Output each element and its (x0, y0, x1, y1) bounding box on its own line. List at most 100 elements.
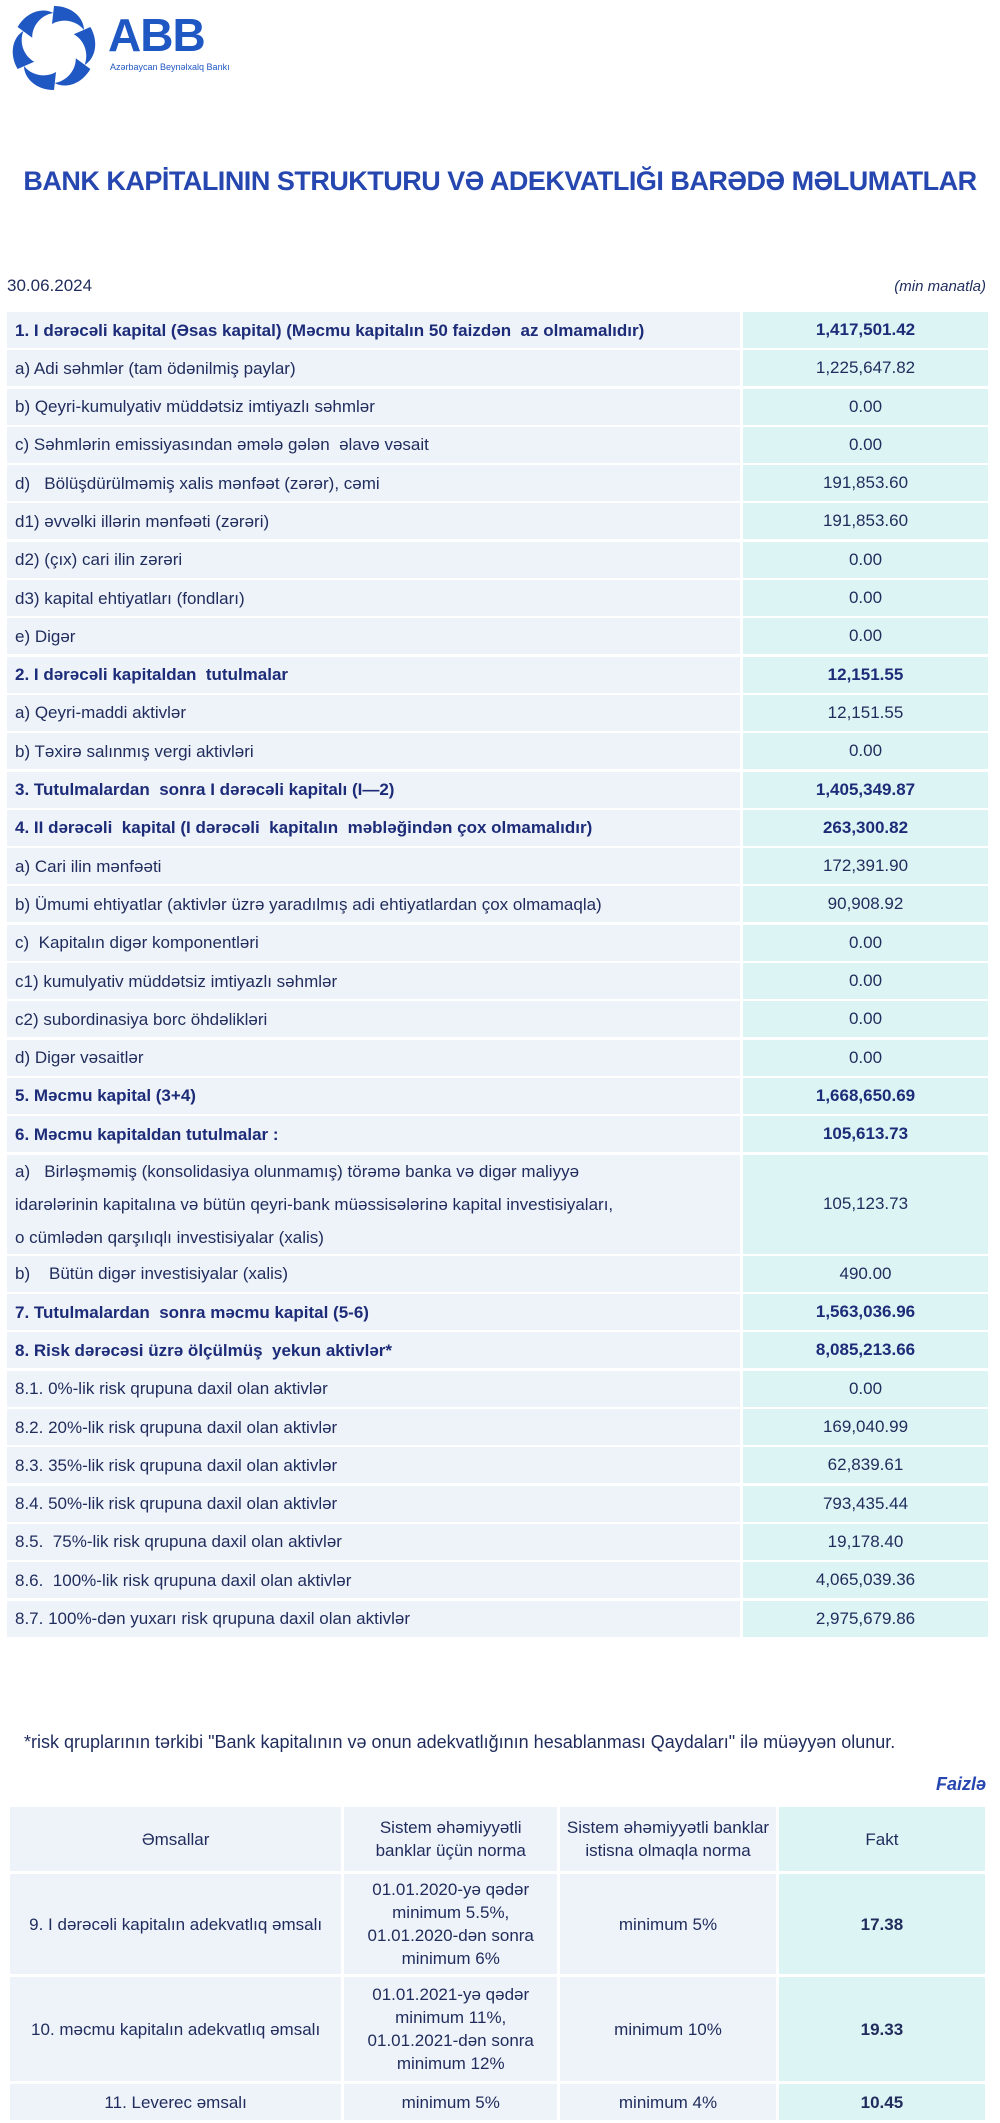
table-row: c2) subordinasiya borc öhdəlikləri 0.00 (7, 1001, 988, 1038)
table-row: 6. Məcmu kapitaldan tutulmalar : 105,613.… (7, 1116, 988, 1153)
table-row: 5. Məcmu kapital (3+4) 1,668,650.69 (7, 1077, 988, 1114)
table-row: d2) (çıx) cari ilin zərəri 0.00 (7, 541, 988, 578)
table-row: b) Təxirə salınmış vergi aktivləri 0.00 (7, 733, 988, 770)
table-row: c) Kapitalın digər komponentləri 0.00 (7, 924, 988, 961)
row-label: 8.1. 0%-lik risk qrupuna daxil olan akti… (7, 1370, 740, 1407)
label-line: 4. II dərəcəli kapital (I dərəcəli kapit… (15, 818, 593, 838)
row-value: 90,908.92 (743, 886, 988, 923)
row-value: 490.00 (743, 1255, 988, 1292)
label-line: 2. I dərəcəli kapitaldan tutulmalar (15, 665, 289, 685)
capital-table: 1. I dərəcəli kapital (Əsas kapital) (Mə… (7, 312, 988, 1639)
table-row: 8.6. 100%-lik risk qrupuna daxil olan ak… (7, 1562, 988, 1599)
table-row: c1) kumulyativ müddətsiz imtiyazlı səhml… (7, 963, 988, 1000)
ratio-unit: Faizlə (935, 1774, 986, 1794)
footnote: *risk qruplarının tərkibi "Bank kapitalı… (24, 1732, 896, 1752)
table-row: d) Digər vəsaitlər 0.00 (7, 1039, 988, 1076)
row-value: 263,300.82 (743, 809, 988, 846)
row-value: 105,123.73 (743, 1154, 988, 1254)
row-label: a) Birləşməmiş (konsolidasiya olunmamış)… (7, 1154, 740, 1254)
date: 30.06.2024 (7, 276, 93, 295)
cell-line: 19.33 (860, 2019, 904, 2039)
row-value: 0.00 (743, 541, 988, 578)
row-label: 6. Məcmu kapitaldan tutulmalar : (7, 1116, 740, 1153)
row-label: 4. II dərəcəli kapital (I dərəcəli kapit… (7, 809, 740, 846)
label-line: d) Digər vəsaitlər (15, 1048, 144, 1068)
label-line: d2) (çıx) cari ilin zərəri (15, 550, 183, 570)
ratio-cell: 11. Leverec əmsalı (10, 2084, 342, 2120)
row-value: 0.00 (743, 580, 988, 617)
header-cell: Sistem əhəmiyyətli banklar üçün norma (344, 1807, 558, 1871)
table-row: a) Cari ilin mənfəəti 172,391.90 (7, 848, 988, 885)
header-cell: Fakt (778, 1807, 985, 1871)
logo-mark (12, 6, 96, 90)
label-line: 6. Məcmu kapitaldan tutulmalar : (15, 1124, 279, 1144)
row-value: 0.00 (743, 1370, 988, 1407)
row-value: 0.00 (743, 924, 988, 961)
label-line: 8.1. 0%-lik risk qrupuna daxil olan akti… (15, 1379, 328, 1399)
header-cell: Əmsallar (10, 1807, 342, 1871)
label-line: idarələrinin kapitalına və bütün qeyri-b… (15, 1194, 614, 1214)
row-value: 1,225,647.82 (743, 350, 988, 387)
row-value: 793,435.44 (743, 1485, 988, 1522)
row-label: a) Adi səhmlər (tam ödənilmiş paylar) (7, 350, 740, 387)
row-label: d2) (çıx) cari ilin zərəri (7, 541, 740, 578)
row-label: e) Digər (7, 618, 740, 655)
cell-line: istisna olmaqla norma (585, 1841, 751, 1860)
table-row: 8.4. 50%-lik risk qrupuna daxil olan akt… (7, 1485, 988, 1522)
table-row: 8.2. 20%-lik risk qrupuna daxil olan akt… (7, 1409, 988, 1446)
row-value: 19,178.40 (743, 1523, 988, 1560)
row-label: 8.2. 20%-lik risk qrupuna daxil olan akt… (7, 1409, 740, 1446)
label-line: 7. Tutulmalardan sonra məcmu kapital (5-… (15, 1302, 369, 1322)
table-row: a) Qeyri-maddi aktivlər 12,151.55 (7, 694, 988, 731)
ratio-cell: 01.01.2021-yə qədər minimum 11%, 01.01.202… (344, 1977, 558, 2081)
row-value: 0.00 (743, 1039, 988, 1076)
row-value: 1,405,349.87 (743, 771, 988, 808)
row-label: 8.6. 100%-lik risk qrupuna daxil olan ak… (7, 1562, 740, 1599)
row-label: d) Digər vəsaitlər (7, 1039, 740, 1076)
row-value: 62,839.61 (743, 1447, 988, 1484)
label-line: 8.3. 35%-lik risk qrupuna daxil olan akt… (15, 1455, 338, 1475)
label-line: 8.5. 75%-lik risk qrupuna daxil olan akt… (15, 1532, 342, 1552)
cell-line: minimum 11%, (395, 2008, 507, 2027)
label-line: a) Cari ilin mənfəəti (15, 856, 162, 876)
row-label: a) Cari ilin mənfəəti (7, 848, 740, 885)
table-row: 8. Risk dərəcəsi üzrə ölçülmüş yekun akt… (7, 1332, 988, 1369)
logo-subtitle: Azərbaycan Beynəlxalq Bankı (110, 62, 230, 72)
ratio-row: 11. Leverec əmsalı minimum 5% minimum 4% 10… (10, 2084, 985, 2120)
table-row: 1. I dərəcəli kapital (Əsas kapital) (Mə… (7, 312, 988, 348)
table-row: 8.7. 100%-dən yuxarı risk qrupuna daxil … (7, 1600, 988, 1637)
table-row: d1) əvvəlki illərin mənfəəti (zərəri) 191… (7, 503, 988, 540)
label-line: d1) əvvəlki illərin mənfəəti (zərəri) (15, 511, 270, 531)
label-line: o cümlədən qarşılıqlı investisiyalar (xa… (15, 1227, 324, 1247)
header-row: Əmsallar Sistem əhəmiyyətli banklar üçün n… (10, 1807, 985, 1871)
ratio-cell: 17.38 (778, 1874, 985, 1974)
row-label: c) Səhmlərin emissiyasından əmələ gələn … (7, 426, 740, 463)
row-label: b) Təxirə salınmış vergi aktivləri (7, 733, 740, 770)
table-row: 7. Tutulmalardan sonra məcmu kapital (5-… (7, 1294, 988, 1331)
table-row: c) Səhmlərin emissiyasından əmələ gələn … (7, 426, 988, 463)
ratio-cell: 01.01.2020-yə qədər minimum 5.5%, 01.01.20… (344, 1874, 558, 1974)
label-line: 8.7. 100%-dən yuxarı risk qrupuna daxil … (15, 1609, 410, 1628)
label-line: 8.6. 100%-lik risk qrupuna daxil olan ak… (15, 1570, 352, 1590)
ratio-table: Əmsallar Sistem əhəmiyyətli banklar üçün n… (7, 1804, 988, 2123)
row-value: 2,975,679.86 (743, 1600, 988, 1637)
table-row: e) Digər 0.00 (7, 618, 988, 655)
ratio-cell: minimum 4% (560, 2084, 776, 2120)
cell-line: minimum 5% (401, 2092, 500, 2112)
row-value: 169,040.99 (743, 1409, 988, 1446)
row-label: 2. I dərəcəli kapitaldan tutulmalar (7, 656, 740, 693)
table-row: a) Adi səhmlər (tam ödənilmiş paylar) 1,2… (7, 350, 988, 387)
row-label: 5. Məcmu kapital (3+4) (7, 1077, 740, 1114)
label-line: b) Ümumi ehtiyatlar (aktivlər üzrə yarad… (15, 894, 602, 914)
cell-line: minimum 12% (396, 2054, 505, 2073)
row-value: 191,853.60 (743, 465, 988, 502)
label-line: c1) kumulyativ müddətsiz imtiyazlı səhml… (15, 971, 338, 991)
table-row: 3. Tutulmalardan sonra I dərəcəli kapita… (7, 771, 988, 808)
row-value: 0.00 (743, 963, 988, 1000)
row-label: 1. I dərəcəli kapital (Əsas kapital) (Mə… (7, 312, 740, 348)
label-line: 3. Tutulmalardan sonra I dərəcəli kapita… (15, 780, 395, 800)
row-value: 4,065,039.36 (743, 1562, 988, 1599)
cell-line: 11. Leverec əmsalı (104, 2092, 247, 2112)
row-value: 172,391.90 (743, 848, 988, 885)
